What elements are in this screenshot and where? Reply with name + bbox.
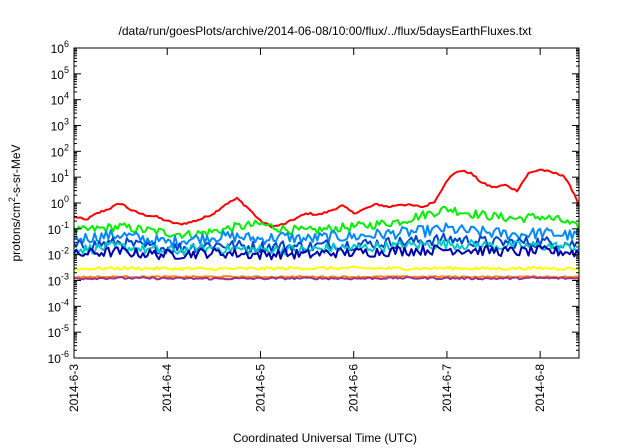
- series-line: [73, 238, 580, 256]
- y-tick-label: 106: [51, 39, 69, 56]
- y-axis-label-sup: 2: [7, 197, 17, 202]
- y-tick-label: 104: [51, 91, 69, 108]
- y-tick-label: 10-6: [48, 349, 69, 366]
- x-tick-label: 2014-6-6: [347, 364, 361, 412]
- y-axis-label-base: protons/cm: [9, 202, 23, 261]
- y-tick-label: 10-3: [48, 272, 69, 289]
- y-tick-label: 102: [51, 142, 69, 159]
- series-layer: [73, 168, 580, 281]
- series-line: [73, 205, 580, 240]
- series-line: [73, 265, 580, 272]
- chart-title: /data/run/goesPlots/archive/2014-06-08/1…: [119, 24, 533, 38]
- x-tick-label: 2014-6-4: [160, 364, 174, 412]
- x-axis: 2014-6-3 2014-6-4 2014-6-5 2014-6-6 2014-6-7…: [67, 48, 547, 412]
- x-axis-label: Coordinated Universal Time (UTC): [233, 431, 417, 445]
- series-line: [73, 244, 580, 261]
- y-tick-label: 10-4: [48, 297, 69, 314]
- plot-frame: [73, 47, 580, 359]
- y-tick-label: 100: [51, 194, 69, 211]
- x-tick-label: 2014-6-3: [67, 364, 81, 412]
- y-tick-label: 103: [51, 117, 69, 134]
- x-tick-label: 2014-6-7: [440, 364, 454, 412]
- series-line: [74, 276, 580, 281]
- y-tick-label: 101: [51, 168, 69, 185]
- y-axis: 10-6 10-5 10-4 10-3 10-2 10-1 100 101 102 103 104 1…: [48, 39, 579, 366]
- x-tick-label: 2014-6-5: [253, 364, 267, 412]
- y-tick-label: 105: [51, 65, 69, 82]
- series-line: [73, 168, 580, 229]
- y-axis-label: protons/cm2-s-sr-MeV: [7, 144, 23, 261]
- y-tick-label: 10-2: [48, 246, 69, 263]
- y-tick-label: 10-5: [48, 323, 69, 340]
- x-tick-label: 2014-6-8: [533, 364, 547, 412]
- series-line: [73, 232, 580, 255]
- y-axis-label-rest: -s-sr-MeV: [9, 144, 23, 197]
- series-line: [73, 222, 580, 248]
- y-tick-label: 10-1: [48, 220, 69, 237]
